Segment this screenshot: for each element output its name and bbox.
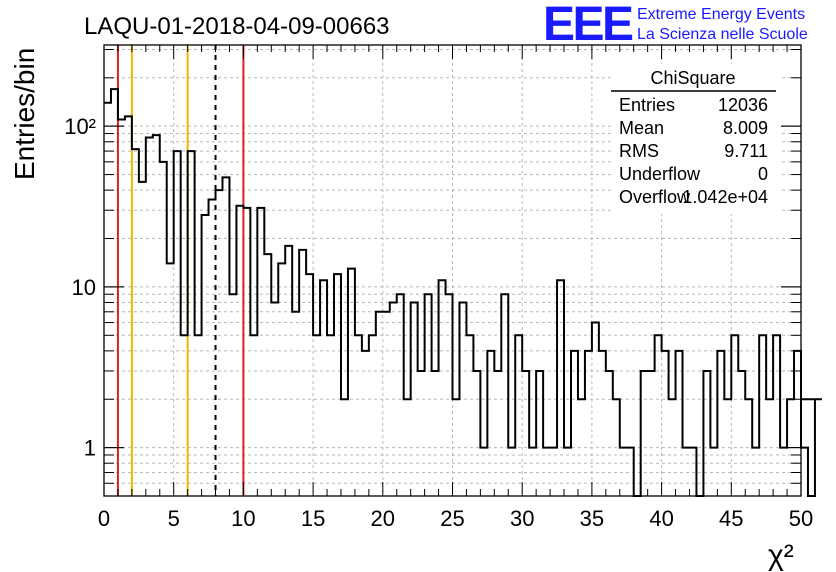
eee-logo: EEE Extreme Energy Events La Scienza nel… bbox=[543, 0, 808, 51]
y-tick-label: 10² bbox=[64, 114, 96, 139]
x-tick-label: 30 bbox=[510, 506, 534, 531]
stats-value-overflow: 1.042e+04 bbox=[682, 187, 768, 207]
stats-value-mean: 8.009 bbox=[723, 118, 768, 138]
x-axis-label: χ² bbox=[768, 539, 794, 572]
stats-label-overflow: Overflow bbox=[619, 187, 691, 207]
x-tick-label: 25 bbox=[440, 506, 464, 531]
logo-line-2: La Scienza nelle Scuole bbox=[637, 26, 808, 43]
y-tick-label: 10 bbox=[72, 275, 96, 300]
x-tick-label: 10 bbox=[231, 506, 255, 531]
logo-line-1: Extreme Energy Events bbox=[637, 6, 805, 23]
x-tick-label: 5 bbox=[168, 506, 180, 531]
x-axis: 0 5 10 15 20 25 30 35 40 45 50 bbox=[98, 45, 813, 531]
x-tick-label: 50 bbox=[789, 506, 813, 531]
stats-title: ChiSquare bbox=[650, 68, 735, 88]
stats-label-underflow: Underflow bbox=[619, 164, 701, 184]
x-tick-label: 15 bbox=[301, 506, 325, 531]
x-tick-label: 20 bbox=[371, 506, 395, 531]
y-tick-label: 1 bbox=[84, 436, 96, 461]
stats-box: ChiSquare Entries 12036 Mean 8.009 RMS 9… bbox=[611, 64, 779, 214]
histogram-series bbox=[104, 88, 822, 497]
stats-value-underflow: 0 bbox=[758, 164, 768, 184]
stats-label-mean: Mean bbox=[619, 118, 664, 138]
y-axis: 1 10 10² bbox=[64, 49, 801, 484]
stats-value-entries: 12036 bbox=[718, 95, 768, 115]
x-tick-label: 45 bbox=[719, 506, 743, 531]
y-axis-label: Entries/bin bbox=[9, 48, 40, 180]
chart-title: LAQU-01-2018-04-09-00663 bbox=[84, 13, 390, 40]
x-tick-label: 40 bbox=[649, 506, 673, 531]
stats-value-rms: 9.711 bbox=[724, 141, 768, 161]
x-tick-label: 35 bbox=[580, 506, 604, 531]
stats-label-rms: RMS bbox=[619, 141, 659, 161]
eee-logo-mark: EEE bbox=[543, 0, 633, 51]
x-tick-label: 0 bbox=[98, 506, 110, 531]
stats-label-entries: Entries bbox=[619, 95, 675, 115]
